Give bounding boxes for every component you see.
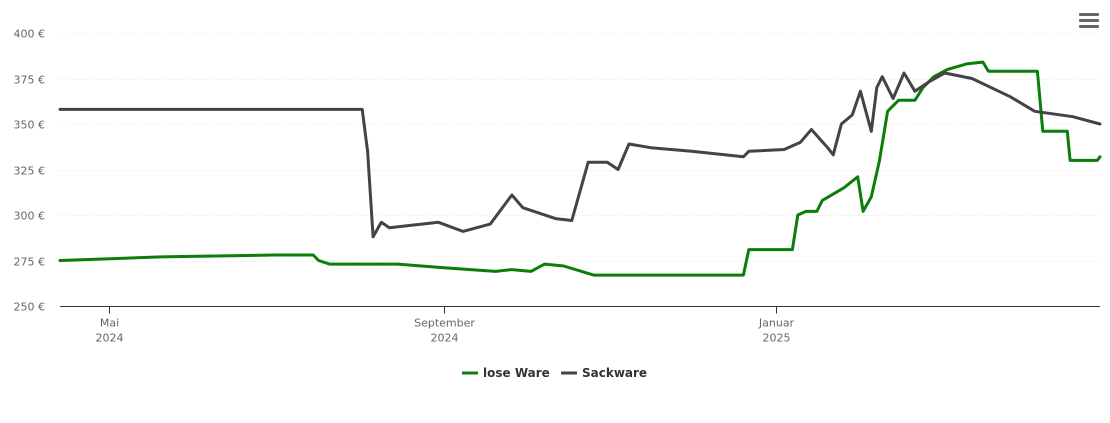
- y-tick-label: 375 €: [14, 74, 46, 87]
- series-line-lose-ware[interactable]: [58, 60, 1102, 277]
- x-tick-label-year: 2024: [96, 332, 124, 345]
- hamburger-menu-icon[interactable]: [1079, 13, 1099, 31]
- y-tick-label: 275 €: [14, 256, 46, 269]
- legend-item-label[interactable]: lose Ware: [483, 366, 550, 380]
- x-tick-label-month: Januar: [758, 317, 795, 330]
- y-tick-label: 325 €: [14, 165, 46, 178]
- series-group: [58, 60, 1102, 277]
- x-tick-label-month: September: [414, 317, 475, 330]
- x-axis: Mai 2024 September 2024 Januar 2025: [60, 306, 1100, 345]
- x-tick-label-year: 2025: [763, 332, 791, 345]
- y-tick-label: 250 €: [14, 301, 46, 314]
- y-tick-label: 400 €: [14, 28, 46, 41]
- legend-item-label[interactable]: Sackware: [582, 366, 647, 380]
- x-tick-label-month: Mai: [100, 317, 119, 330]
- grid-lines: [60, 33, 1100, 262]
- y-tick-label: 350 €: [14, 119, 46, 132]
- y-axis: 250 € 275 € 300 € 325 € 350 € 375 € 400 €: [14, 28, 46, 314]
- legend: lose Ware Sackware: [462, 366, 647, 380]
- series-line-sackware[interactable]: [58, 71, 1102, 239]
- y-tick-label: 300 €: [14, 210, 46, 223]
- x-tick-label-year: 2024: [431, 332, 459, 345]
